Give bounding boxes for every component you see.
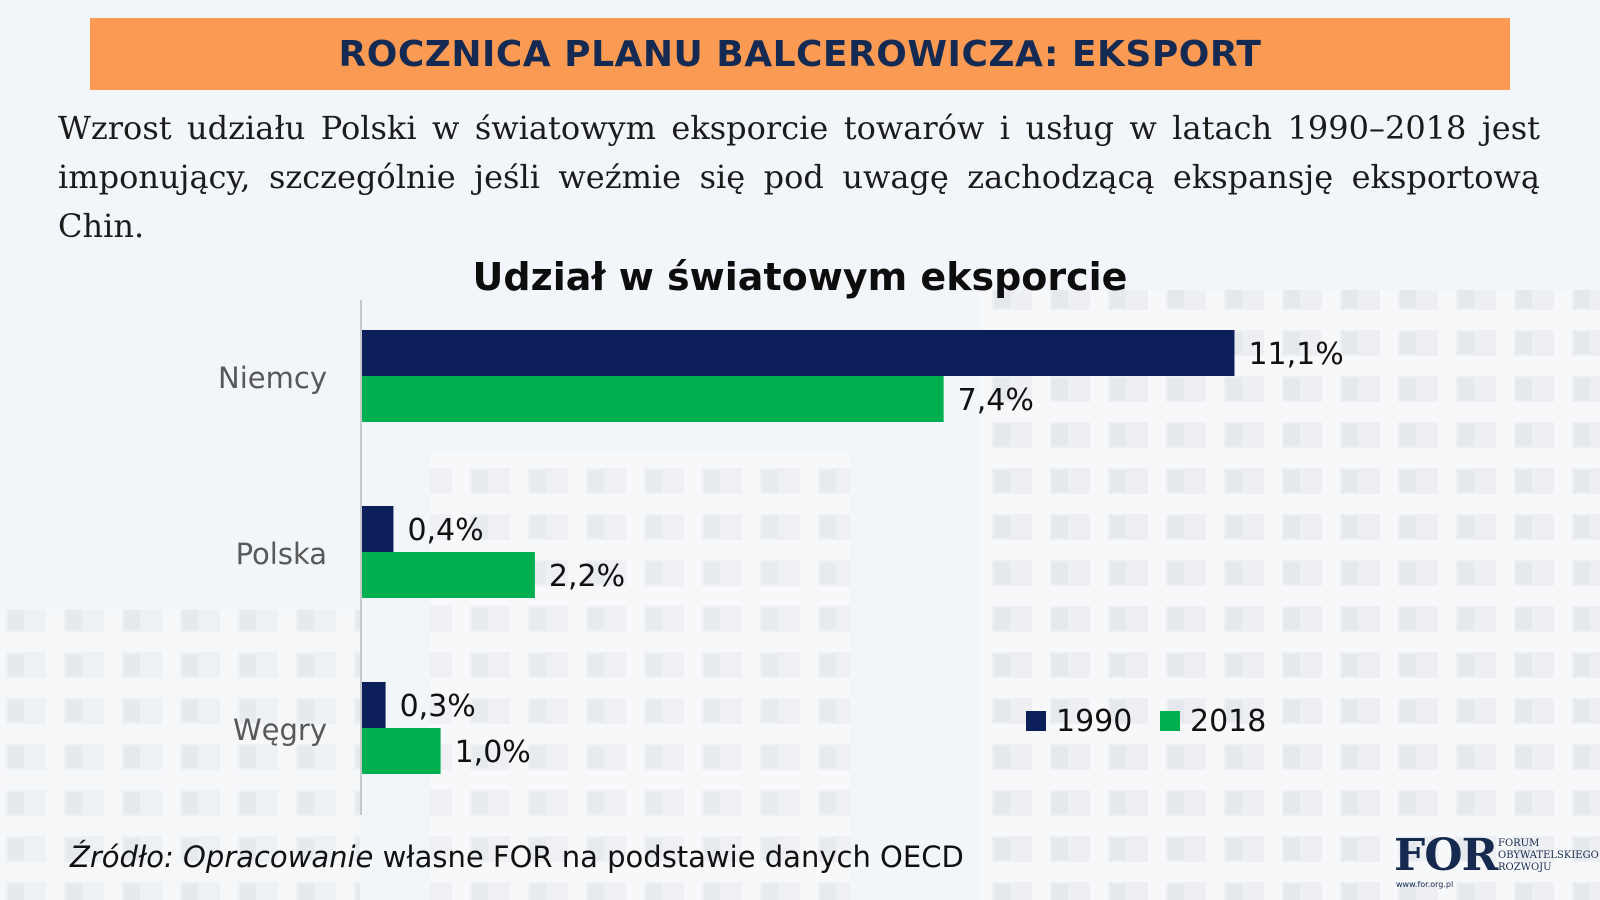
bar-wegry-1990	[362, 682, 386, 728]
source-note: Źródło: Opracowanie własne FOR na podsta…	[70, 840, 964, 874]
for-logo-fullname: FORUM OBYWATELSKIEGO ROZWOJU	[1498, 838, 1599, 874]
chart-legend: 1990 2018	[1026, 704, 1266, 739]
legend-swatch-1990	[1026, 711, 1046, 731]
for-logo-line2: OBYWATELSKIEGO	[1498, 850, 1599, 861]
bars: 11,1% 7,4% 0,4% 2,2% 0,3% 1,0%	[362, 330, 1344, 774]
data-label-wegry-2018: 1,0%	[455, 735, 531, 770]
source-plain: własne FOR na podstawie danych OECD	[373, 840, 964, 874]
legend-label-2018: 2018	[1190, 704, 1266, 739]
for-logo-line1: FORUM	[1498, 838, 1540, 849]
bar-polska-1990	[362, 506, 394, 552]
legend-label-1990: 1990	[1056, 704, 1132, 739]
category-label-niemcy: Niemcy	[218, 361, 327, 395]
for-logo-mark: FOR	[1394, 830, 1498, 881]
legend-swatch-2018	[1160, 711, 1180, 731]
bar-polska-2018	[362, 552, 535, 598]
title-banner: ROCZNICA PLANU BALCEROWICZA: EKSPORT	[90, 18, 1510, 90]
bar-niemcy-1990	[362, 330, 1235, 376]
for-logo-line3: ROZWOJU	[1498, 862, 1552, 873]
data-label-niemcy-1990: 11,1%	[1248, 337, 1343, 372]
category-labels: Niemcy Polska Węgry	[218, 361, 327, 747]
page-title: ROCZNICA PLANU BALCEROWICZA: EKSPORT	[338, 33, 1262, 75]
for-logo: FOR FORUM OBYWATELSKIEGO ROZWOJU www.for…	[1394, 830, 1599, 894]
data-label-niemcy-2018: 7,4%	[958, 383, 1034, 418]
data-label-polska-2018: 2,2%	[549, 559, 625, 594]
intro-paragraph: Wzrost udziału Polski w światowym ekspor…	[58, 109, 1540, 245]
bar-wegry-2018	[362, 728, 441, 774]
bar-niemcy-2018	[362, 376, 944, 422]
source-italic: Źródło: Opracowanie	[70, 840, 374, 874]
category-label-wegry: Węgry	[233, 713, 327, 747]
chart-title: Udział w światowym eksporcie	[473, 255, 1128, 299]
category-label-polska: Polska	[236, 537, 327, 571]
data-label-polska-1990: 0,4%	[407, 513, 483, 548]
for-logo-url: www.for.org.pl	[1396, 880, 1454, 889]
data-label-wegry-1990: 0,3%	[400, 689, 476, 724]
